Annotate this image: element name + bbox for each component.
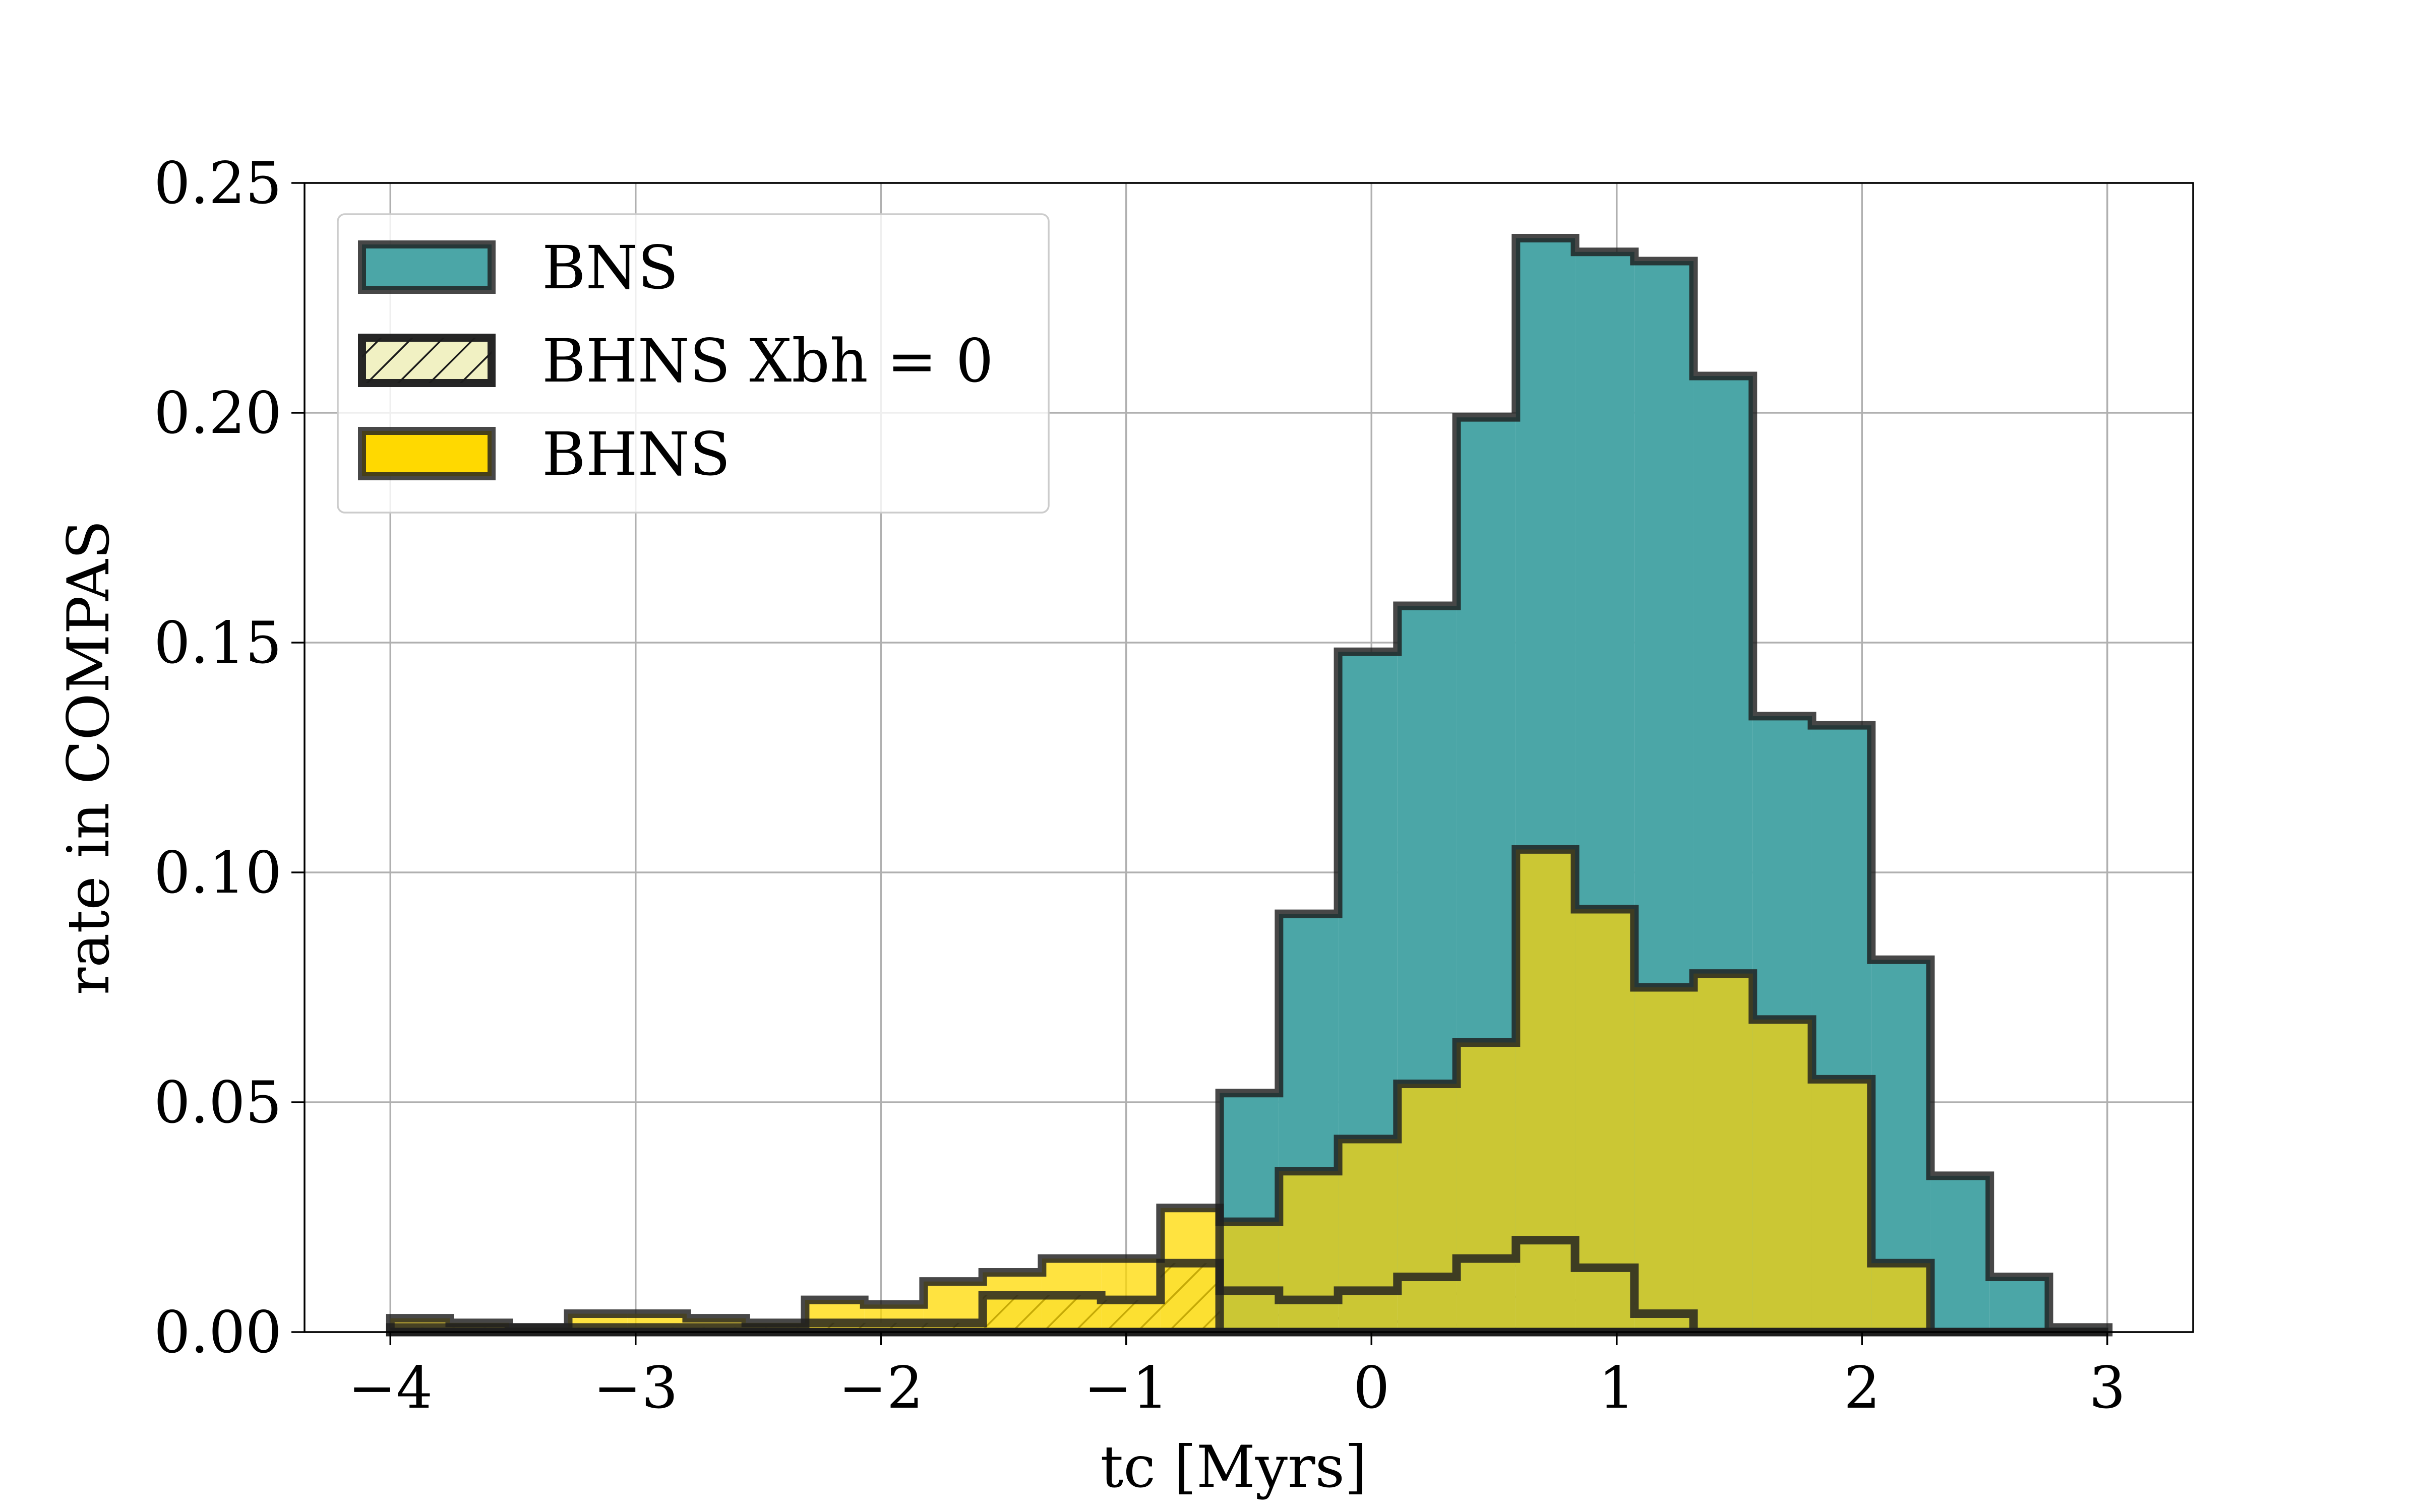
bhns-bar (1101, 1258, 1161, 1332)
x-axis-title: tc [Myrs] (1101, 1433, 1367, 1500)
x-tick-label: −4 (348, 1354, 433, 1421)
bhns-bar (1397, 1084, 1457, 1332)
y-tick-label: 0.15 (154, 609, 282, 676)
bhns-bar (983, 1272, 1042, 1332)
bhns-outline (386, 845, 2108, 1337)
bhns-bar (1575, 909, 1635, 1332)
legend-label: BNS (542, 233, 679, 302)
bns-bar (1989, 1277, 2049, 1332)
y-tick-label: 0.25 (154, 150, 282, 217)
histogram-bars (386, 233, 2113, 1337)
legend-swatch-hatch-border (358, 334, 496, 387)
bhns-bar (1871, 1263, 1930, 1332)
legend-swatch-teal (358, 240, 496, 294)
bhns-bar (1338, 1139, 1398, 1332)
y-tick-label: 0.10 (154, 839, 282, 906)
y-tick-label: 0.00 (154, 1299, 282, 1366)
bhns-bar (1693, 973, 1753, 1332)
axes: −4 −3 −2 −1 0 1 2 3 0.00 0.05 0.10 0.15 0.20 0.25 tc [… (55, 150, 2194, 1500)
legend-swatch-yellow (358, 427, 496, 480)
legend-label: BHNS (542, 419, 731, 489)
bhns-bar (1634, 987, 1694, 1332)
bhns-bar (1220, 1222, 1279, 1332)
legend-swatch-hatch-pattern (362, 338, 492, 383)
bhns-bar (805, 1300, 865, 1332)
bhns-bar (1811, 1079, 1871, 1332)
y-tick-label: 0.20 (154, 380, 282, 447)
bhns-bar (1160, 1208, 1220, 1332)
x-tick-label: 1 (1598, 1354, 1635, 1421)
y-tick-label: 0.05 (154, 1069, 282, 1136)
legend-label: BHNS Xbh = 0 (542, 326, 994, 396)
bhns-bar (1752, 1019, 1812, 1332)
legend-box (337, 213, 1050, 514)
plot-frame (304, 182, 2194, 1333)
bhns-bar (1279, 1171, 1339, 1332)
x-tick-label: 3 (2089, 1354, 2126, 1421)
bhns-bar (1457, 1042, 1516, 1332)
series-bhns (390, 849, 1930, 1332)
x-tick-label: −2 (838, 1354, 923, 1421)
x-tick-label: −1 (1084, 1354, 1169, 1421)
bhns-bar (864, 1304, 924, 1332)
legend: BNS BHNS Xbh = 0 BHNS (337, 213, 1050, 514)
x-tick-label: −3 (593, 1354, 678, 1421)
x-tick-label: 2 (1844, 1354, 1881, 1421)
y-axis-title: rate in COMPAS (55, 520, 122, 995)
x-tick-label: 0 (1353, 1354, 1390, 1421)
bns-bar (1930, 1175, 1990, 1332)
bhns-bar (1516, 849, 1576, 1332)
